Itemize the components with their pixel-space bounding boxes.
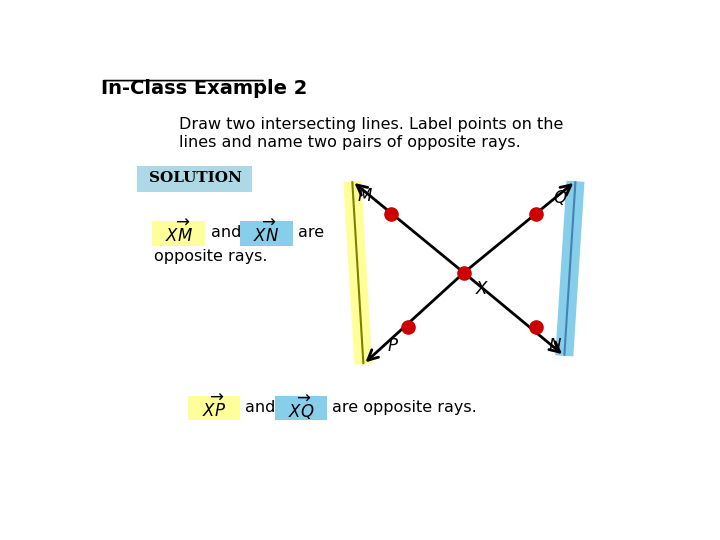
Point xyxy=(386,210,397,219)
Text: Q: Q xyxy=(553,189,566,207)
Text: lines and name two pairs of opposite rays.: lines and name two pairs of opposite ray… xyxy=(179,134,521,150)
Text: $\overrightarrow{XM}$: $\overrightarrow{XM}$ xyxy=(165,220,193,246)
Text: $\overrightarrow{XQ}$: $\overrightarrow{XQ}$ xyxy=(288,393,314,422)
Text: are: are xyxy=(297,225,324,240)
Point xyxy=(458,268,469,277)
Text: and: and xyxy=(210,225,241,240)
Text: and: and xyxy=(245,400,276,415)
Text: $\overrightarrow{XN}$: $\overrightarrow{XN}$ xyxy=(253,220,279,246)
FancyBboxPatch shape xyxy=(275,396,327,420)
FancyBboxPatch shape xyxy=(138,166,252,192)
Text: SOLUTION: SOLUTION xyxy=(148,171,241,185)
FancyBboxPatch shape xyxy=(153,221,205,246)
Text: X: X xyxy=(476,280,487,298)
Point xyxy=(531,210,542,219)
Point xyxy=(402,322,414,331)
FancyBboxPatch shape xyxy=(240,221,292,246)
Point xyxy=(531,322,542,331)
Text: M: M xyxy=(357,187,372,205)
Text: opposite rays.: opposite rays. xyxy=(154,248,268,264)
FancyBboxPatch shape xyxy=(188,396,240,420)
Text: In-Class Example 2: In-Class Example 2 xyxy=(101,79,307,98)
Text: are opposite rays.: are opposite rays. xyxy=(332,400,477,415)
Text: P: P xyxy=(388,337,398,355)
Text: N: N xyxy=(549,337,561,355)
Text: Draw two intersecting lines. Label points on the: Draw two intersecting lines. Label point… xyxy=(179,117,564,132)
Text: $\overrightarrow{XP}$: $\overrightarrow{XP}$ xyxy=(202,394,226,421)
